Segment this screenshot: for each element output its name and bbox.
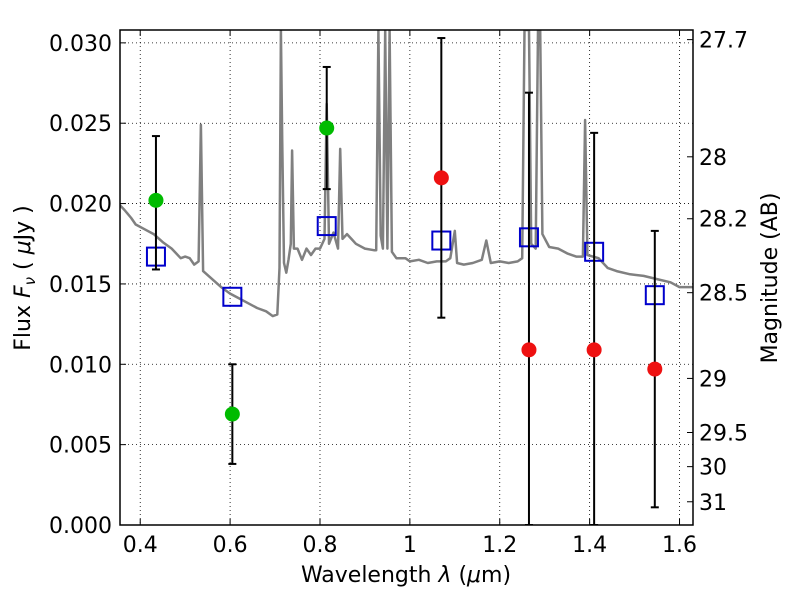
y-tick-label: 0.025 xyxy=(49,112,112,137)
y-axis-label: Flux Fν ( μJy ) xyxy=(11,205,39,350)
plot-area xyxy=(120,30,693,525)
y2-tick-label: 29.5 xyxy=(699,422,748,447)
x-tick-label: 1 xyxy=(403,533,417,558)
y2-tick-label: 28 xyxy=(699,146,727,171)
spectrum-line xyxy=(120,30,693,318)
y2-axis-label: Magnitude (AB) xyxy=(758,193,783,364)
model-photometry-point xyxy=(222,286,243,307)
x-tick-label: 0.8 xyxy=(302,533,337,558)
x-tick-label: 0.4 xyxy=(123,533,158,558)
x-tick-label: 1.2 xyxy=(482,533,517,558)
non-detection-point xyxy=(647,361,663,377)
y-tick-label: 0.015 xyxy=(49,273,112,298)
y-tick-label: 0.005 xyxy=(49,434,112,459)
y2-tick-label: 29 xyxy=(699,367,727,392)
model-photometry-point xyxy=(316,216,337,237)
y-tick-label: 0.030 xyxy=(49,32,112,57)
y-tick-label: 0.020 xyxy=(49,193,112,218)
grid xyxy=(120,30,693,526)
x-axis-label: Wavelength λ (μm) xyxy=(301,563,511,588)
y2-tick-label: 31 xyxy=(699,491,727,516)
non-detection-point xyxy=(586,342,602,358)
y-tick-label: 0.000 xyxy=(49,514,112,539)
y2-tick-label: 28.5 xyxy=(699,282,748,307)
plot-frame xyxy=(119,29,694,526)
non-detection-point xyxy=(433,170,449,186)
x-tick-label: 1.4 xyxy=(572,533,607,558)
ticks: 0.4 0.6 0.8 1 1.2 1.4 1.6 0.000 0.005 0.010 0.015 0… xyxy=(49,29,748,558)
detection-point xyxy=(148,192,164,208)
y-tick-label: 0.010 xyxy=(49,353,112,378)
non-detection-point xyxy=(521,342,537,358)
x-tick-label: 1.6 xyxy=(662,533,697,558)
detection-point xyxy=(319,120,335,136)
y2-tick-label: 28.2 xyxy=(699,208,748,233)
y2-tick-label: 27.7 xyxy=(699,29,748,54)
x-tick-label: 0.6 xyxy=(213,533,248,558)
y2-tick-label: 30 xyxy=(699,456,727,481)
detection-point xyxy=(224,406,240,422)
